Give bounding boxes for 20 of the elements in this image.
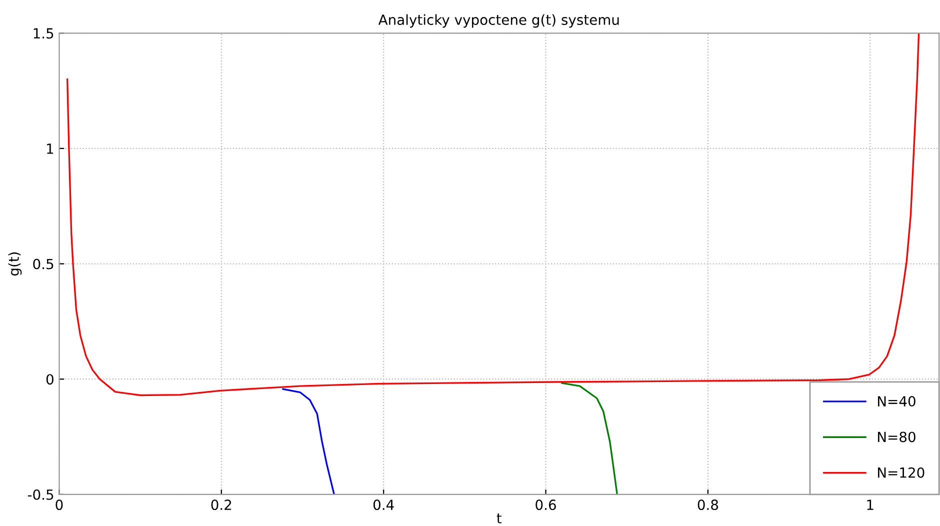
x-tick-label: 0.2 <box>211 500 232 510</box>
line-series <box>561 382 618 494</box>
line-series <box>282 388 335 494</box>
y-tick-label: -0.5 <box>28 489 54 500</box>
x-tick-label: 0.4 <box>373 500 394 510</box>
y-tick-label: 0 <box>46 374 54 385</box>
x-axis-title: t <box>496 514 502 524</box>
legend-label: N=80 <box>878 432 916 442</box>
x-tick-label: 0 <box>56 500 63 510</box>
y-tick-label: 0.5 <box>33 258 54 270</box>
legend-label: N=40 <box>878 396 916 407</box>
y-tick-label: 1 <box>47 144 54 154</box>
x-tick-label: 1 <box>867 500 874 510</box>
line-series <box>66 33 920 396</box>
x-tick-label: 0.6 <box>536 500 556 510</box>
legend-label: N=120 <box>878 467 924 478</box>
x-tick-label: 0.8 <box>698 500 718 510</box>
y-axis-title: g(t) <box>8 252 22 276</box>
y-tick-label: 1.5 <box>34 28 54 39</box>
chart-title: Analyticky vypoctene g(t) systemu <box>378 14 619 28</box>
